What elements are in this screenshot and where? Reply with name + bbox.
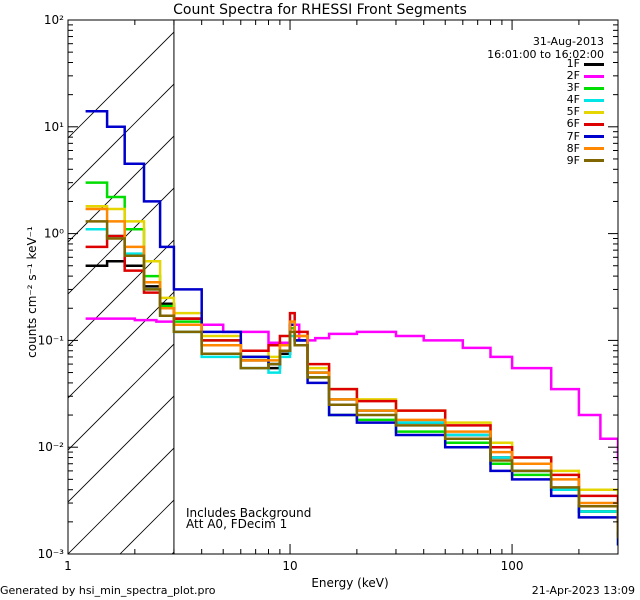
legend-swatch [584, 159, 604, 163]
y-axis-label: counts cm⁻² s⁻¹ keV⁻¹ [25, 226, 39, 358]
y-tick-label: 10² [44, 13, 64, 27]
series-6F-line [85, 234, 618, 527]
date-text: 31-Aug-2013 [532, 35, 604, 48]
hatch-line [68, 187, 174, 295]
y-tick-label: 10⁰ [44, 227, 64, 241]
legend-label: 3F [566, 81, 580, 95]
series-9F-line [85, 220, 618, 539]
x-tick-label: 100 [501, 559, 524, 573]
legend: 1F 2F 3F 4F 5F 6F 7F 8F 9F [566, 57, 604, 167]
legend-swatch [584, 123, 604, 127]
hatch-line [68, 31, 174, 139]
legend-swatch [584, 110, 604, 114]
hatch-line [68, 83, 174, 191]
legend-swatch [584, 74, 604, 78]
legend-label: 7F [566, 129, 580, 143]
series-4F-line [85, 227, 618, 546]
y-tick-label: 10⁻¹ [38, 333, 65, 347]
legend-swatch [584, 86, 604, 90]
legend-entry-2F: 2F [566, 69, 604, 83]
series-7F-line [85, 109, 618, 546]
hatch-line [68, 239, 174, 347]
legend-entry-3F: 3F [567, 82, 604, 94]
legend-label: 4F [566, 93, 580, 107]
x-tick-label: 10 [282, 559, 297, 573]
time-range-text: 16:01:00 to 16:02:00 [487, 48, 604, 61]
legend-label: 8F [566, 141, 580, 155]
hatch-line [68, 447, 174, 554]
legend-label: 9F [566, 153, 580, 167]
x-axis-label: Energy (keV) [311, 576, 389, 590]
hatch-line [68, 395, 174, 503]
legend-swatch [584, 62, 604, 66]
legend-entry-6F: 6F [567, 118, 604, 130]
hatch-region [68, 31, 174, 554]
footer-timestamp: 21-Apr-2023 13:09 [531, 584, 635, 597]
legend-entry-1F: 1F [566, 57, 604, 70]
legend-entry-8F: 8F [566, 141, 604, 155]
y-tick-label: 10⁻² [38, 440, 65, 454]
annotation-background: Includes Background [186, 506, 312, 520]
series-8F-line [85, 207, 618, 533]
legend-swatch [584, 98, 604, 102]
legend-entry-4F: 4F [567, 94, 604, 106]
chart-title: Count Spectra for RHESSI Front Segments [173, 2, 467, 18]
footer-generated-by: Generated by hsi_min_spectra_plot.pro [0, 584, 216, 597]
x-tick-label: 1 [64, 559, 72, 573]
series-3F-line [85, 181, 618, 536]
y-tick-label: 10⁻³ [38, 547, 65, 561]
y-tick-label: 10¹ [44, 120, 64, 134]
date-block: 31-Aug-2013 16:01:00 to 16:02:00 [487, 35, 604, 61]
legend-swatch [584, 135, 604, 139]
legend-swatch [584, 147, 604, 151]
legend-entry-7F: 7F [566, 129, 604, 143]
legend-label: 5F [566, 105, 580, 119]
legend-label: 1F [566, 57, 580, 70]
annotation-attenuator: Att A0, FDecim 1 [186, 517, 288, 531]
hatch-line [68, 343, 174, 451]
plot-frame [67, 19, 619, 555]
legend-label: 6F [566, 117, 580, 131]
legend-entry-5F: 5F [567, 106, 604, 118]
legend-entry-9F: 9F [566, 153, 604, 167]
legend-label: 2F [566, 69, 580, 83]
